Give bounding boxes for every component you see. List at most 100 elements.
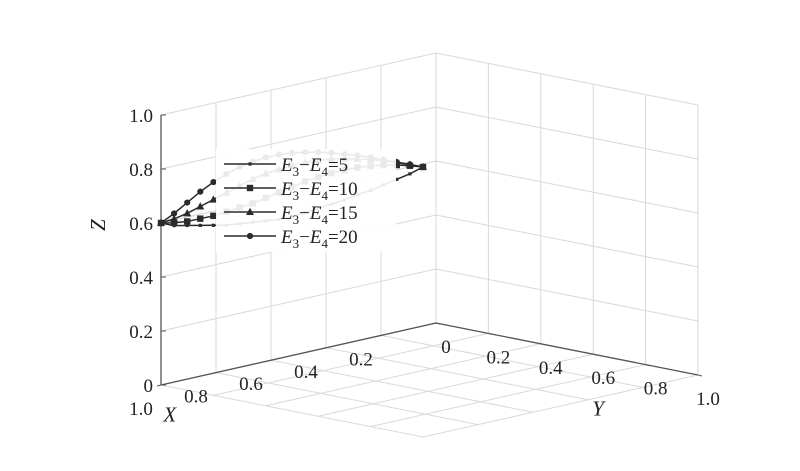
- legend-label: E3−E4=10: [280, 179, 358, 203]
- legend-label-part: −: [299, 203, 310, 224]
- legend-label-part: −: [299, 179, 310, 200]
- legend-label-subscript: 3: [293, 188, 300, 203]
- legend-marker: [248, 162, 252, 166]
- legend-label: E3−E4=15: [280, 203, 358, 227]
- data-point: [198, 223, 202, 227]
- legend-label-part: E: [280, 155, 293, 176]
- legend-label-part: E: [280, 227, 293, 248]
- y-tick-label: 0.6: [591, 368, 615, 389]
- grid-line: [435, 214, 699, 268]
- x-tick-mark: [321, 347, 327, 350]
- legend-label: E3−E4=20: [280, 227, 358, 251]
- data-point: [210, 179, 217, 186]
- grid-line: [213, 332, 489, 396]
- legend-marker: [246, 207, 254, 215]
- legend-label-part: =20: [328, 227, 358, 248]
- y-axis-line: [435, 322, 699, 376]
- grid-line: [160, 268, 437, 332]
- data-point: [170, 219, 178, 227]
- legend-marker: [246, 232, 254, 240]
- legend-label-part: E: [309, 155, 322, 176]
- grid-line: [435, 268, 699, 322]
- grid-line: [160, 384, 424, 438]
- legend-entry: E3−E4=10: [224, 179, 358, 203]
- grid-line: [318, 353, 594, 417]
- data-point: [184, 199, 191, 206]
- legend-label-subscript: 3: [293, 164, 300, 179]
- z-tick-label: 0.8: [129, 160, 153, 181]
- grid-line: [435, 106, 699, 160]
- legend-label-part: E: [280, 179, 293, 200]
- y-tick-label: 0.2: [487, 347, 511, 368]
- legend-label-part: =5: [328, 155, 348, 176]
- grid-line: [325, 347, 589, 401]
- y-tick-mark: [540, 343, 545, 346]
- data-point: [185, 223, 189, 228]
- legend-entry: E3−E4=15: [224, 203, 358, 227]
- x-tick-mark: [156, 384, 162, 387]
- grid-line: [435, 52, 699, 106]
- x-tick-label: 1.0: [129, 399, 153, 420]
- tick-layer: 0.20.40.60.81.00 0.2 0.4 0.6 0.8 1.000.20.40.…: [86, 106, 720, 427]
- legend-label-part: E: [280, 203, 293, 224]
- x-tick-label: 0.6: [239, 374, 263, 395]
- legend-label-subscript: 4: [321, 212, 328, 227]
- data-point: [196, 202, 205, 210]
- y-tick-mark: [488, 332, 493, 335]
- z-tick-label: 0.6: [129, 214, 153, 235]
- z-tick-label: 0.4: [129, 268, 153, 289]
- grid-line: [215, 372, 479, 426]
- z-tick-label: 0.2: [129, 322, 153, 343]
- grid-line: [265, 343, 541, 407]
- data-point: [406, 161, 413, 168]
- axis-layer: [156, 114, 703, 387]
- legend-label-subscript: 3: [293, 212, 300, 227]
- data-point: [408, 172, 412, 176]
- x-axis-title: X: [162, 403, 177, 427]
- legend-label-subscript: 3: [293, 236, 300, 251]
- x-tick-mark: [431, 322, 437, 325]
- y-tick-label: 0.4: [539, 358, 563, 379]
- data-point: [209, 195, 218, 203]
- data-point: [395, 177, 399, 181]
- legend-label-part: E: [309, 203, 322, 224]
- y-tick-mark: [593, 353, 598, 356]
- x-tick-mark: [266, 359, 272, 362]
- data-point: [171, 210, 178, 217]
- grid-line: [435, 160, 699, 214]
- legend-label-part: =15: [328, 203, 358, 224]
- y-axis-title: Y: [592, 397, 606, 421]
- y-tick-mark: [645, 364, 650, 367]
- legend-label-subscript: 4: [321, 164, 328, 179]
- grid-line: [380, 334, 644, 388]
- y-tick-label: 0.8: [644, 379, 668, 400]
- legend-entry: E3−E4=20: [224, 227, 358, 251]
- data-point: [197, 215, 204, 222]
- x-axis-line: [160, 322, 437, 386]
- legend-label-subscript: 4: [321, 236, 328, 251]
- y-tick-label: 0: [441, 337, 451, 358]
- grid-line: [270, 359, 534, 413]
- legend-label: E3−E4=5: [280, 155, 348, 179]
- legend-label-part: E: [309, 227, 322, 248]
- x-tick-label: 0.8: [184, 387, 208, 408]
- data-point: [210, 212, 217, 220]
- data-point: [184, 218, 191, 225]
- legend-entry: E3−E4=5: [224, 155, 348, 179]
- legend-label-part: =10: [328, 179, 358, 200]
- grid-line: [370, 364, 646, 428]
- legend-label-part: −: [299, 227, 310, 248]
- grid-line: [160, 52, 437, 116]
- x-tick-mark: [376, 334, 382, 337]
- grid-line: [422, 374, 699, 438]
- data-point: [197, 188, 204, 195]
- legend-marker: [246, 184, 254, 192]
- legend-label-subscript: 4: [321, 188, 328, 203]
- x-tick-mark: [211, 372, 217, 375]
- z-axis-title: Z: [86, 219, 110, 231]
- legend-background: [216, 149, 396, 252]
- legend-label-part: E: [309, 179, 322, 200]
- data-point: [170, 214, 179, 222]
